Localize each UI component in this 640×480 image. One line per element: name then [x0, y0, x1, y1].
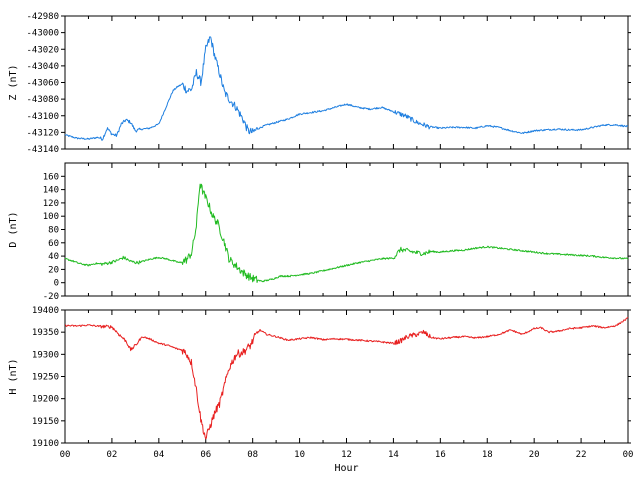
series-line-1-1: [64, 36, 629, 141]
y-tick-label: 160: [43, 172, 59, 182]
x-tick-label: 14: [388, 450, 399, 460]
x-tick-label: 12: [341, 450, 352, 460]
x-tick-label: 10: [294, 450, 305, 460]
y-tick-label: 120: [43, 199, 59, 209]
x-tick-label: 20: [529, 450, 540, 460]
panel-3: 19100 19150 19200 19250 19300 19350 19400 00 02 0…: [8, 306, 633, 474]
x-tick-label: 00: [60, 450, 71, 460]
x-tick-label: 02: [106, 450, 117, 460]
x-tick-label: 00: [623, 450, 634, 460]
y-tick-label: 19350: [32, 328, 59, 338]
panel-1: -42980 -43000 -43020 -43040 -43060 -43080 -431…: [8, 12, 631, 155]
y-tick-label: 20: [48, 265, 59, 275]
y-axis-label: D (nT): [8, 211, 19, 247]
y-tick-label: -43140: [26, 145, 59, 155]
y-tick-label: 19200: [32, 395, 59, 405]
series-line-3-1: [64, 316, 629, 440]
y-tick-label: 100: [43, 212, 59, 222]
y-tick-label: 19400: [32, 306, 59, 316]
y-tick-label: 19300: [32, 350, 59, 360]
series-line-2-1: [64, 183, 629, 283]
x-tick-label: 08: [247, 450, 258, 460]
y-tick-label: 19250: [32, 373, 59, 383]
y-tick-label: 140: [43, 186, 59, 196]
x-tick-label: 06: [200, 450, 211, 460]
panel-2: -20 0 20 40 60 80 100 120 140 160 D (nT): [8, 162, 631, 302]
y-tick-label: -43060: [26, 79, 59, 89]
y-tick-label: -43040: [26, 62, 59, 72]
y-tick-label: -43080: [26, 95, 59, 105]
x-tick-label: 22: [576, 450, 587, 460]
y-tick-label: 19100: [32, 439, 59, 449]
y-tick-label: -20: [43, 292, 59, 302]
plot-frame: [64, 309, 629, 444]
x-axis-label: Hour: [334, 463, 358, 474]
y-axis-label: H (nT): [8, 358, 19, 394]
y-tick-label: -43100: [26, 112, 59, 122]
x-tick-label: 18: [482, 450, 493, 460]
y-tick-label: -42980: [26, 12, 59, 22]
y-axis-label: Z (nT): [8, 64, 19, 100]
x-tick-label: 04: [153, 450, 164, 460]
plot-frame: [64, 162, 629, 297]
x-tick-label: 16: [435, 450, 446, 460]
y-tick-label: 80: [48, 226, 59, 236]
y-tick-label: 60: [48, 239, 59, 249]
y-tick-label: 40: [48, 252, 59, 262]
y-tick-label: -43020: [26, 45, 59, 55]
y-tick-label: -43000: [26, 29, 59, 39]
y-tick-label: 0: [54, 279, 59, 289]
y-tick-label: -43120: [26, 128, 59, 138]
y-tick-label: 19150: [32, 417, 59, 427]
